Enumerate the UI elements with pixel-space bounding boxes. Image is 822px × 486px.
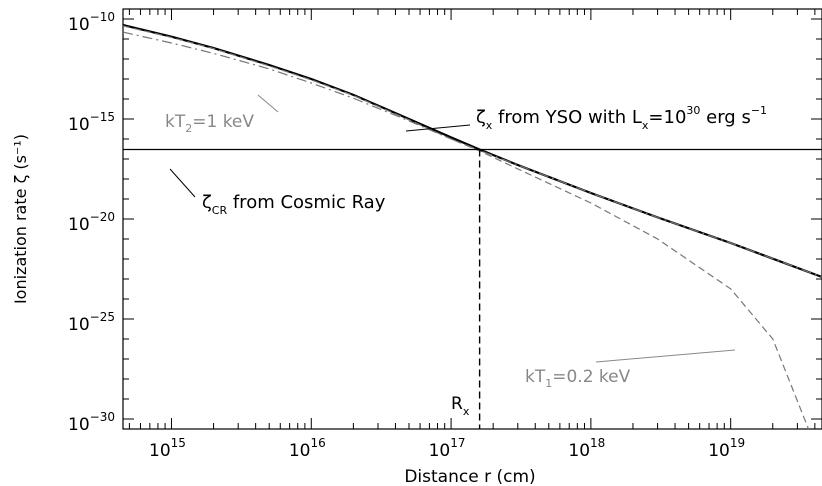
cr-label: ζCR from Cosmic Ray <box>202 192 386 217</box>
kt1-label: kT1=0.2 keV <box>525 367 631 390</box>
y-axis-label: Ionization rate ζ (s⁻¹) <box>11 134 30 304</box>
rx-label: Rx <box>451 394 470 418</box>
kt2-label: kT2=1 keV <box>165 112 254 135</box>
kt2-leader-line <box>257 94 279 113</box>
y-tick-label: 10−10 <box>68 10 115 35</box>
x-tick-label: 1016 <box>289 436 326 461</box>
y-tick-label: 10−25 <box>68 310 115 335</box>
series-line-1 <box>122 31 822 278</box>
y-tick-label: 10−15 <box>68 110 115 135</box>
plot-frame <box>122 8 822 430</box>
y-tick-label: 10−20 <box>68 210 115 235</box>
x-tick-label: 1018 <box>568 436 605 461</box>
x-tick-label: 1019 <box>708 436 745 461</box>
x-tick-label: 1017 <box>429 436 466 461</box>
series-line-2 <box>122 25 810 430</box>
series-line-0 <box>122 23 822 279</box>
series-group <box>122 23 822 430</box>
cr-leader-line <box>169 168 196 198</box>
yso-label: ζx from YSO with Lx=1030 erg s−1 <box>476 104 767 132</box>
tick-marks <box>123 9 822 429</box>
x-tick-labels: 1015 1016 1017 1018 1019 <box>149 436 745 461</box>
y-tick-label: 10−30 <box>68 410 115 435</box>
x-tick-label: 1015 <box>149 436 186 461</box>
kt1-leader-line <box>595 349 736 363</box>
x-axis-label: Distance r (cm) <box>404 467 535 486</box>
yso-leader-line <box>405 124 471 132</box>
y-tick-labels: 10−10 10−15 10−20 10−25 10−30 <box>68 10 115 435</box>
